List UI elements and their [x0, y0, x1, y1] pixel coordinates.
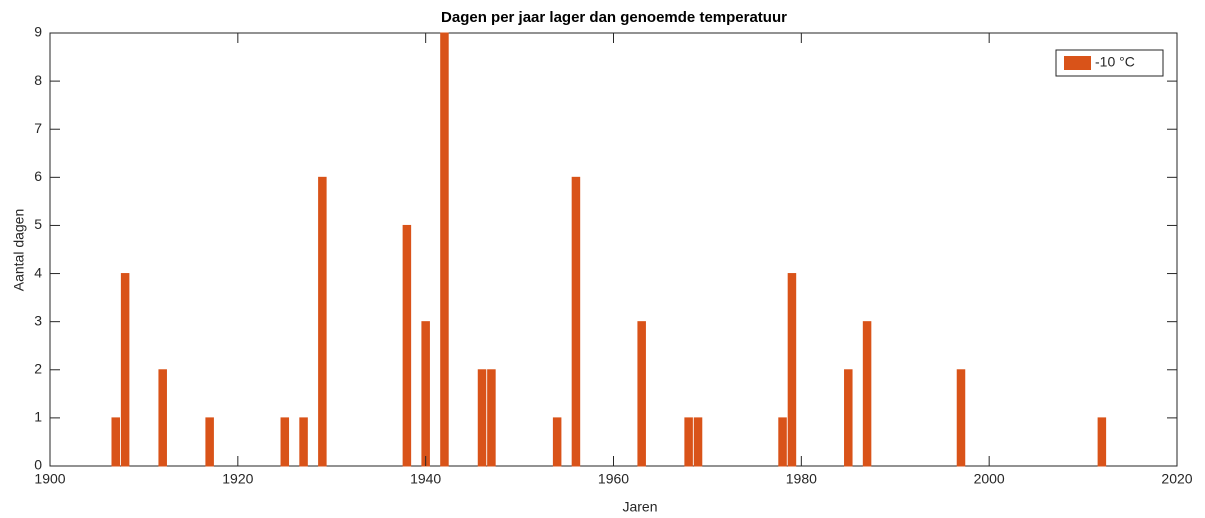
bar: [158, 369, 167, 467]
bar: [440, 32, 449, 467]
y-tick-label: 0: [34, 457, 42, 473]
y-tick-label: 7: [34, 120, 42, 136]
y-tick-label: 8: [34, 72, 42, 88]
y-tick-label: 5: [34, 216, 42, 232]
x-tick-label: 2020: [1161, 471, 1192, 487]
x-tick-label: 2000: [974, 471, 1005, 487]
bar: [280, 417, 290, 467]
bar: [318, 176, 327, 467]
bar: [571, 176, 581, 467]
legend-box: [1055, 49, 1164, 77]
legend-label: -10 °C: [1095, 54, 1135, 70]
legend-swatch: [1064, 56, 1091, 70]
bar: [862, 321, 872, 467]
bar: [477, 369, 487, 467]
bar: [120, 273, 130, 467]
bar: [421, 321, 430, 467]
bar: [1097, 417, 1107, 467]
y-tick-label: 4: [34, 264, 42, 280]
bar: [402, 224, 412, 467]
y-tick-label: 3: [34, 312, 42, 328]
x-tick-label: 1980: [786, 471, 817, 487]
bar: [637, 321, 646, 467]
y-axis-label: Aantal dagen: [11, 209, 27, 292]
y-tick-label: 6: [34, 168, 42, 184]
y-tick-label: 2: [34, 360, 42, 376]
bar: [956, 369, 966, 467]
bar: [787, 273, 797, 467]
bar: [552, 417, 562, 467]
x-tick-label: 1920: [222, 471, 253, 487]
bar: [111, 417, 120, 467]
bar: [844, 369, 853, 467]
bar: [693, 417, 703, 467]
x-tick-label: 1960: [598, 471, 629, 487]
bar: [205, 417, 214, 467]
bar: [778, 417, 787, 467]
y-tick-label: 9: [34, 24, 42, 40]
x-tick-label: 1900: [34, 471, 65, 487]
x-tick-label: 1940: [410, 471, 441, 487]
bar: [684, 417, 693, 467]
bar: [487, 369, 496, 467]
chart-title: Dagen per jaar lager dan genoemde temper…: [441, 9, 787, 26]
y-tick-label: 1: [34, 409, 42, 425]
bar: [299, 417, 308, 467]
x-axis-label: Jaren: [622, 499, 657, 515]
